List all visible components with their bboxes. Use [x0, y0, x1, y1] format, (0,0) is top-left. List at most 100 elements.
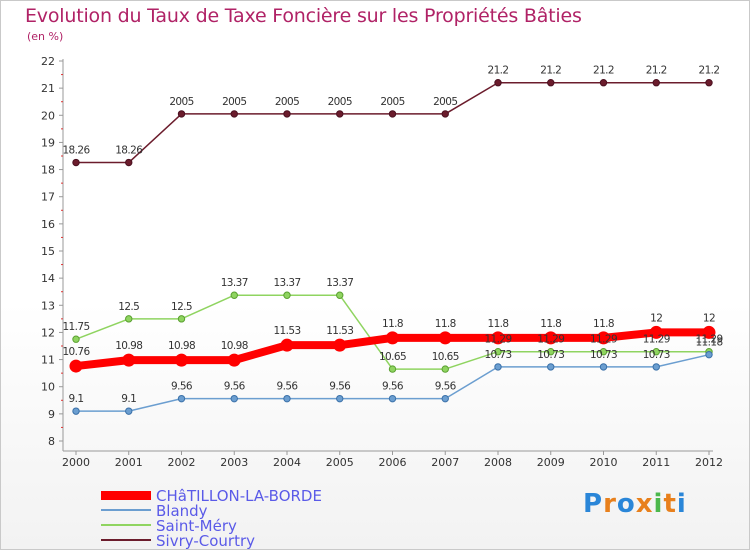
- y-tick-label: 22: [41, 55, 55, 68]
- data-label-blandy: 9.56: [382, 381, 404, 393]
- x-tick-label: 2009: [537, 456, 565, 469]
- data-label-chatillon: 10.76: [62, 346, 90, 358]
- data-point-blandy: [547, 363, 555, 371]
- data-point-saint-mery: [177, 315, 186, 323]
- x-tick-label: 2008: [484, 456, 512, 469]
- y-tick-label: 9: [48, 408, 55, 421]
- x-tick-label: 2005: [326, 456, 354, 469]
- series-saint-mery: [72, 291, 713, 373]
- data-point-chatillon: [649, 325, 663, 339]
- y-tick-label: 21: [41, 82, 55, 95]
- data-label-saint-mery: 11.29: [590, 334, 617, 346]
- data-label-chatillon: 10.98: [221, 340, 248, 352]
- data-label-saint-mery: 10.65: [379, 351, 406, 363]
- data-label-blandy: 11.18: [695, 337, 722, 349]
- logo-letter: x: [635, 489, 654, 519]
- data-point-sivry-courtry: [652, 79, 660, 87]
- logo-letter: t: [663, 489, 677, 519]
- data-point-blandy: [283, 394, 291, 403]
- data-label-sivry-courtry: 21.2: [593, 65, 614, 77]
- data-point-saint-mery: [441, 365, 449, 373]
- x-tick-label: 2003: [220, 456, 248, 469]
- data-point-chatillon: [175, 353, 188, 367]
- data-labels-layer: 18.26 18.26 2005 2005 2005 2005 2005 2005 21.2 21…: [62, 65, 723, 405]
- axes: 8 9 10 11 12 13 14 15 16 17 18 19 20 21 22 2000 2001 2002…: [41, 55, 723, 469]
- data-point-saint-mery: [652, 348, 660, 356]
- data-label-sivry-courtry: 2005: [222, 96, 246, 108]
- data-label-sivry-courtry: 21.2: [646, 65, 667, 77]
- data-point-saint-mery: [125, 315, 133, 323]
- data-label-sivry-courtry: 21.2: [699, 65, 720, 77]
- data-point-blandy: [125, 407, 133, 415]
- legend-swatch-sivry-courtry: [101, 539, 151, 541]
- data-point-blandy: [441, 394, 449, 403]
- data-point-chatillon: [333, 338, 347, 352]
- data-point-chatillon: [597, 331, 610, 345]
- y-tick-label: 15: [41, 245, 55, 258]
- y-tick-label: 14: [41, 272, 55, 285]
- x-tick-label: 2000: [62, 456, 90, 469]
- data-label-saint-mery: 13.37: [273, 277, 300, 289]
- x-tick-label: 2001: [115, 456, 143, 469]
- data-point-blandy: [230, 394, 238, 403]
- y-tick-label: 11: [41, 354, 55, 367]
- data-label-chatillon: 10.98: [168, 340, 195, 352]
- y-tick-label: 8: [48, 435, 55, 448]
- data-point-sivry-courtry: [599, 79, 608, 87]
- data-label-chatillon: 11.53: [273, 325, 300, 337]
- data-label-saint-mery: 13.37: [221, 277, 248, 289]
- data-label-saint-mery: 11.29: [643, 334, 670, 346]
- data-label-saint-mery: 11.29: [537, 334, 564, 346]
- data-point-chatillon: [702, 325, 716, 339]
- series-line-sivry-courtry: [75, 81, 710, 164]
- data-point-blandy: [177, 394, 186, 403]
- data-point-saint-mery: [547, 348, 555, 356]
- data-point-saint-mery: [283, 291, 291, 299]
- data-point-saint-mery: [599, 348, 608, 356]
- legend-label-sivry-courtry: Sivry-Courtry: [156, 532, 256, 550]
- chart-title: Evolution du Taux de Taxe Foncière sur l…: [25, 5, 582, 27]
- data-label-sivry-courtry: 2005: [275, 96, 299, 108]
- data-label-sivry-courtry: 21.2: [488, 65, 509, 77]
- series-chatillon: [69, 325, 716, 373]
- data-point-blandy: [388, 394, 397, 403]
- data-label-sivry-courtry: 2005: [169, 96, 193, 108]
- data-label-chatillon: 11.8: [540, 318, 561, 330]
- data-point-saint-mery: [494, 348, 502, 356]
- data-point-blandy: [705, 350, 713, 359]
- data-label-saint-mery: 13.37: [326, 277, 353, 289]
- data-label-chatillon: 11.8: [382, 318, 403, 330]
- data-label-chatillon: 11.8: [593, 318, 614, 330]
- data-label-saint-mery: 12.5: [118, 301, 139, 313]
- data-point-chatillon: [122, 353, 136, 367]
- data-point-sivry-courtry: [72, 158, 80, 167]
- data-point-blandy: [652, 363, 660, 371]
- logo-letter: r: [603, 489, 617, 519]
- data-label-chatillon: 12: [703, 312, 715, 324]
- legend-swatch-saint-mery: [101, 524, 151, 526]
- data-point-saint-mery: [72, 335, 80, 343]
- data-label-blandy: 9.56: [171, 381, 193, 393]
- x-tick-label: 2012: [695, 456, 723, 469]
- legend-swatch-chatillon: [101, 491, 151, 500]
- data-label-blandy: 9.56: [224, 381, 246, 393]
- x-tick-label: 2007: [431, 456, 459, 469]
- data-point-sivry-courtry: [494, 79, 502, 87]
- data-point-sivry-courtry: [547, 79, 555, 87]
- logo-letter: i: [653, 489, 664, 519]
- data-label-sivry-courtry: 18.26: [62, 145, 90, 157]
- data-label-chatillon: 11.8: [488, 318, 509, 330]
- series-blandy: [72, 350, 713, 415]
- y-tick-label: 17: [41, 191, 55, 204]
- y-tick-label: 12: [41, 326, 55, 339]
- data-label-blandy: 10.73: [537, 349, 564, 361]
- data-label-blandy: 9.56: [277, 381, 299, 393]
- data-point-sivry-courtry: [388, 110, 397, 118]
- y-tick-label: 16: [41, 218, 55, 231]
- data-label-sivry-courtry: 2005: [433, 96, 457, 108]
- x-tick-label: 2006: [379, 456, 407, 469]
- data-point-blandy: [336, 394, 344, 403]
- data-label-saint-mery: 11.29: [484, 334, 511, 346]
